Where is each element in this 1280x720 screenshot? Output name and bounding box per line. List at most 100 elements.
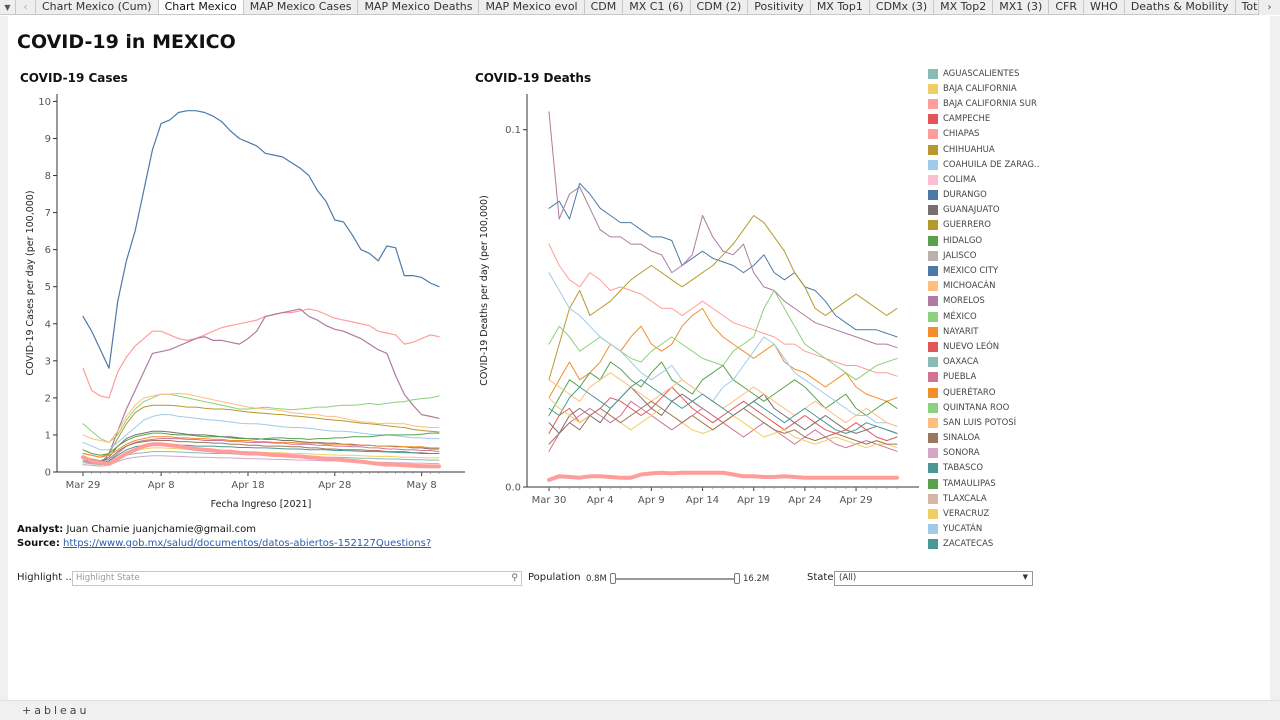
tab-cfr[interactable]: CFR (1049, 0, 1084, 14)
series-line[interactable] (82, 436, 440, 458)
series-line[interactable] (548, 372, 898, 427)
legend-item[interactable]: PUEBLA (928, 370, 1058, 385)
legend-item[interactable]: MÉXICO (928, 309, 1058, 324)
x-tick-label: Apr 19 (737, 495, 770, 506)
series-line[interactable] (548, 379, 898, 434)
tab-chart-mexico[interactable]: Chart Mexico (158, 0, 244, 14)
series-line[interactable] (548, 386, 898, 442)
tab-map-mexico-deaths[interactable]: MAP Mexico Deaths (358, 0, 480, 14)
series-line[interactable] (548, 361, 898, 416)
cases-line-chart[interactable]: 0 1 2 3 4 5 6 7 8 9 10 Mar 29 Apr 8 Apr 18 Apr 28 May 8… (15, 88, 475, 518)
legend-item[interactable]: BAJA CALIFORNIA (928, 81, 1058, 96)
tab-map-mexico-evol[interactable]: MAP Mexico evol (479, 0, 585, 14)
series-line[interactable] (82, 308, 440, 466)
tab-scroll-right-icon[interactable]: › (1258, 0, 1280, 15)
legend-item[interactable]: NAYARIT (928, 324, 1058, 339)
population-label: Population (528, 572, 581, 583)
legend-item[interactable]: JALISCO (928, 248, 1058, 263)
series-line[interactable] (548, 182, 898, 338)
series-line[interactable] (82, 432, 440, 456)
legend-item[interactable]: ZACATECAS (928, 537, 1058, 552)
x-tick-label: Apr 28 (318, 480, 351, 491)
tab-menu-dropdown-icon[interactable]: ▼ (0, 0, 16, 14)
series-line[interactable] (82, 440, 440, 462)
legend-item[interactable]: COAHUILA DE ZARAG.. (928, 157, 1058, 172)
legend-item[interactable]: GUANAJUATO (928, 203, 1058, 218)
series-line[interactable] (548, 307, 898, 402)
legend-label: TAMAULIPAS (943, 478, 996, 489)
legend-item[interactable]: SAN LUIS POTOSÍ (928, 415, 1058, 430)
legend-item[interactable]: CAMPECHE (928, 112, 1058, 127)
legend-item[interactable]: SINALOA (928, 431, 1058, 446)
series-line[interactable] (547, 470, 899, 482)
highlight-state-input[interactable]: Highlight State ⚲ (72, 571, 522, 586)
series-line[interactable] (548, 386, 898, 434)
series-line[interactable] (548, 111, 898, 349)
tab-mx-top1[interactable]: MX Top1 (811, 0, 870, 14)
population-min-value: 0.8M (586, 574, 607, 584)
series-line[interactable] (548, 290, 898, 381)
legend-item[interactable]: QUERÉTARO (928, 385, 1058, 400)
legend-item[interactable]: YUCATÁN (928, 522, 1058, 537)
y-tick-label: 5 (45, 282, 51, 293)
legend-item[interactable]: GUERRERO (928, 218, 1058, 233)
deaths-line-chart[interactable]: 0.0 0.1 Mar 30 Apr 4 Apr 9 Apr 14 Apr 19 Apr 24… (470, 88, 925, 518)
legend-item[interactable]: OAXACA (928, 355, 1058, 370)
legend-item[interactable]: HIDALGO (928, 233, 1058, 248)
legend-item[interactable]: DURANGO (928, 188, 1058, 203)
tab-deaths-mobility[interactable]: Deaths & Mobility (1125, 0, 1236, 14)
source-link[interactable]: https://www.gob.mx/salud/documentos/dato… (63, 538, 432, 549)
legend-item[interactable]: MICHOACÁN (928, 279, 1058, 294)
legend-item[interactable]: TAMAULIPAS (928, 476, 1058, 491)
legend-swatch (928, 144, 938, 155)
legend-item[interactable]: CHIAPAS (928, 127, 1058, 142)
legend-item[interactable]: MEXICO CITY (928, 263, 1058, 278)
states-dropdown[interactable]: (All) ▼ (834, 571, 1033, 586)
series-line[interactable] (548, 400, 898, 445)
series-line[interactable] (82, 393, 440, 443)
legend-item[interactable]: COLIMA (928, 172, 1058, 187)
tab-cdm-2[interactable]: CDM (2) (691, 0, 749, 14)
series-line[interactable] (82, 404, 440, 458)
tab-cdm[interactable]: CDM (585, 0, 624, 14)
series-line[interactable] (548, 243, 898, 377)
series-line[interactable] (548, 272, 898, 427)
legend-item[interactable]: QUINTANA ROO (928, 400, 1058, 415)
search-icon[interactable]: ⚲ (511, 573, 518, 583)
legend-item[interactable]: MORELOS (928, 294, 1058, 309)
legend-label: DURANGO (943, 190, 987, 201)
series-line[interactable] (82, 414, 440, 451)
series-line[interactable] (548, 215, 898, 381)
y-tick-label: 9 (45, 134, 51, 145)
tab-mx-top2[interactable]: MX Top2 (934, 0, 994, 14)
legend-item[interactable]: VERACRUZ (928, 506, 1058, 521)
series-line[interactable] (82, 308, 440, 399)
population-slider-min-handle[interactable] (610, 573, 616, 584)
legend-label: MICHOACÁN (943, 281, 996, 292)
legend-item[interactable]: TABASCO (928, 461, 1058, 476)
legend-item[interactable]: TLAXCALA (928, 491, 1058, 506)
legend-item[interactable]: BAJA CALIFORNIA SUR (928, 96, 1058, 111)
tab-chart-mexico-cum[interactable]: Chart Mexico (Cum) (36, 0, 159, 14)
legend-item[interactable]: SONORA (928, 446, 1058, 461)
population-slider-max-handle[interactable] (734, 573, 740, 584)
tab-map-mexico-cases[interactable]: MAP Mexico Cases (244, 0, 359, 14)
series-line[interactable] (81, 442, 441, 469)
series-line[interactable] (82, 392, 440, 443)
legend-item[interactable]: NUEVO LEÓN (928, 339, 1058, 354)
tab-who[interactable]: WHO (1084, 0, 1125, 14)
legend-item[interactable]: AGUASCALIENTES (928, 66, 1058, 81)
tab-mx1-3[interactable]: MX1 (3) (993, 0, 1050, 14)
legend-label: CHIHUAHUA (943, 144, 995, 155)
tab-cdmx-3[interactable]: CDMx (3) (870, 0, 935, 14)
tableau-logo[interactable]: +ableau (22, 704, 90, 717)
legend-item[interactable]: CHIHUAHUA (928, 142, 1058, 157)
legend-label: TLAXCALA (943, 493, 987, 504)
series-line[interactable] (82, 110, 440, 369)
series-line[interactable] (82, 438, 440, 464)
tab-mx-c1-6[interactable]: MX C1 (6) (623, 0, 691, 14)
tab-scroll-left-icon[interactable]: ‹ (16, 0, 36, 14)
tab-positivity[interactable]: Positivity (748, 0, 811, 14)
population-slider-track[interactable] (614, 578, 738, 580)
tabs-container: Chart Mexico (Cum) Chart Mexico MAP Mexico… (36, 0, 1280, 14)
